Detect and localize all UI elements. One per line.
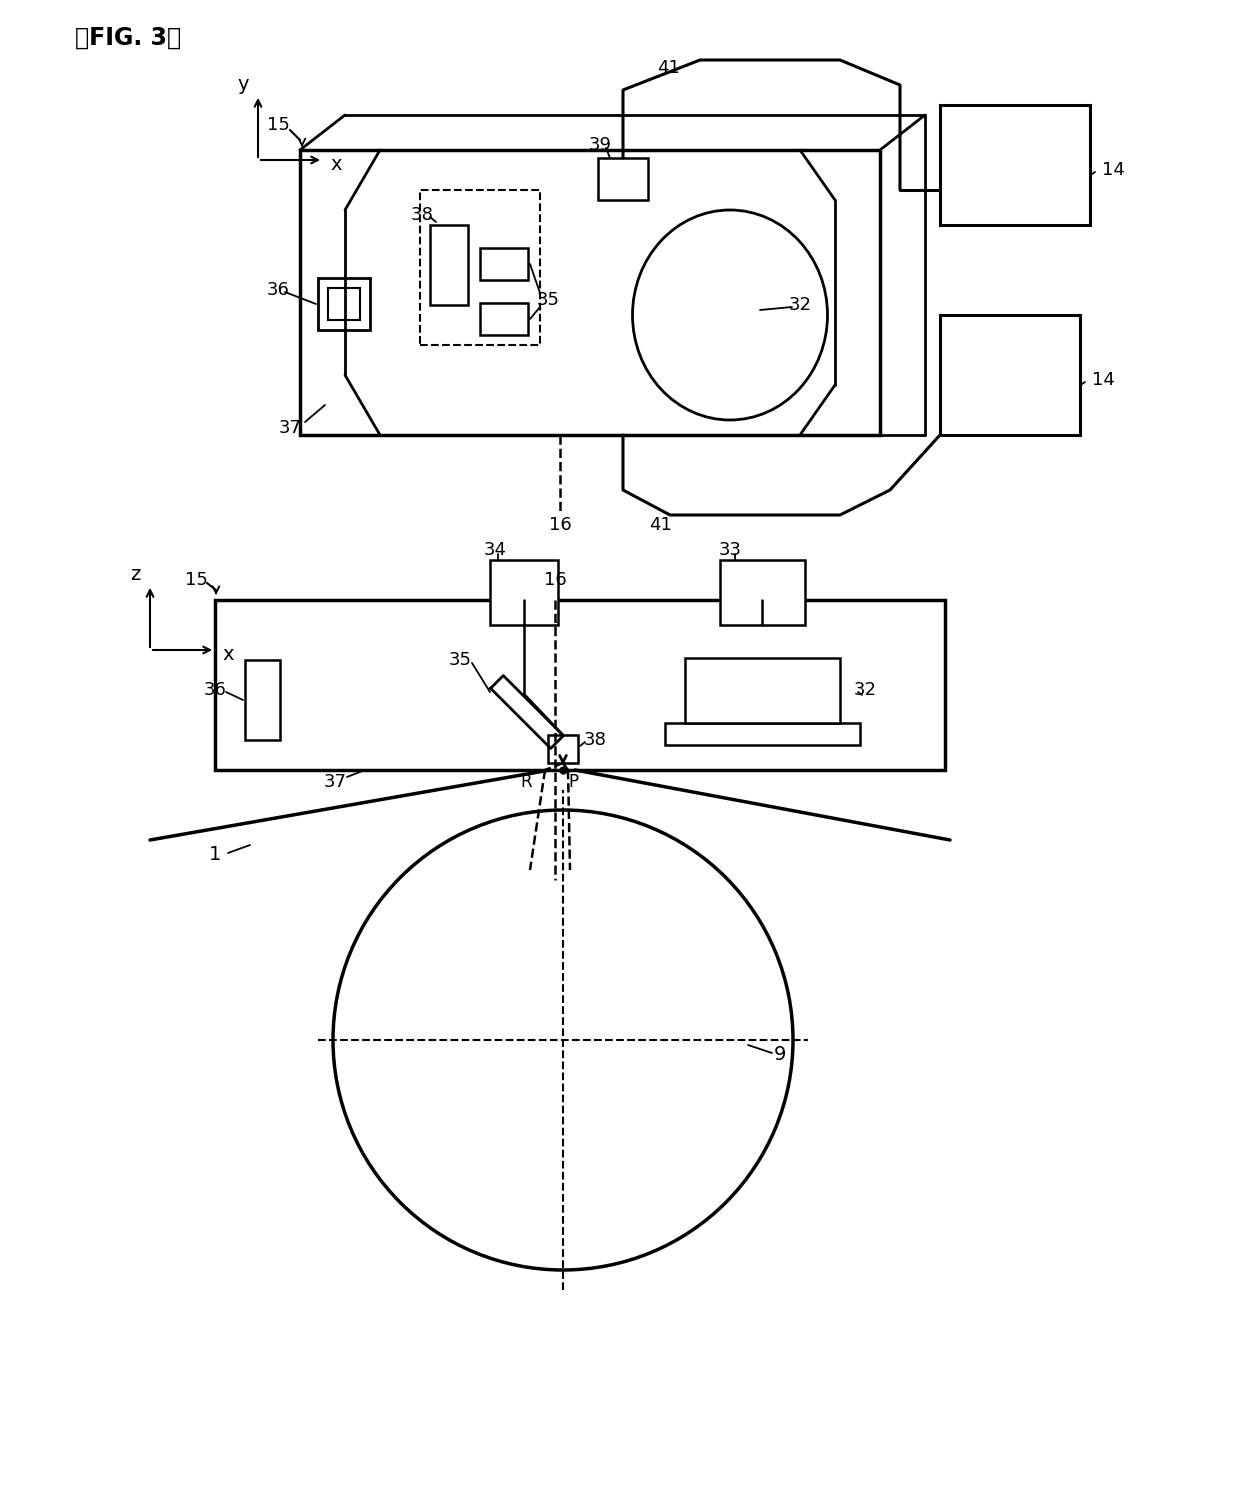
- Bar: [940, 315, 1080, 435]
- Bar: [246, 660, 280, 740]
- Bar: [598, 158, 649, 200]
- Text: 35: 35: [449, 651, 471, 669]
- Bar: [300, 150, 880, 435]
- Text: 35: 35: [537, 291, 559, 309]
- Text: x: x: [222, 645, 234, 664]
- Text: 14: 14: [1102, 160, 1125, 178]
- Circle shape: [334, 810, 794, 1270]
- Bar: [329, 288, 360, 320]
- Text: x: x: [330, 156, 342, 174]
- Text: 15: 15: [185, 572, 207, 590]
- Text: 15: 15: [267, 116, 289, 134]
- Text: 37: 37: [279, 419, 301, 436]
- Ellipse shape: [632, 210, 827, 420]
- Bar: [665, 723, 861, 746]
- Text: 【FIG. 3】: 【FIG. 3】: [74, 26, 181, 50]
- Bar: [215, 600, 945, 770]
- Text: 38: 38: [410, 206, 434, 224]
- Text: 16: 16: [548, 516, 572, 534]
- Bar: [490, 560, 558, 626]
- Text: y: y: [237, 75, 249, 94]
- Text: 36: 36: [203, 681, 227, 699]
- Text: 33: 33: [718, 542, 742, 560]
- Bar: [548, 735, 578, 764]
- Text: 16: 16: [543, 572, 567, 590]
- Text: 34: 34: [484, 542, 506, 560]
- Text: 38: 38: [584, 730, 606, 748]
- Text: 14: 14: [1092, 370, 1115, 388]
- Bar: [940, 105, 1090, 225]
- Text: 41: 41: [649, 516, 671, 534]
- Text: 32: 32: [789, 296, 811, 314]
- Text: 41: 41: [656, 58, 680, 76]
- Bar: [480, 303, 528, 334]
- Text: R: R: [521, 772, 532, 790]
- Bar: [317, 278, 370, 330]
- Bar: [480, 248, 528, 280]
- Text: 39: 39: [589, 136, 611, 154]
- Bar: [720, 560, 805, 626]
- Text: 36: 36: [267, 280, 289, 298]
- Text: 1: 1: [208, 846, 221, 864]
- Text: 9: 9: [774, 1046, 786, 1065]
- Bar: [684, 658, 839, 723]
- Bar: [430, 225, 467, 304]
- Text: 37: 37: [324, 772, 346, 790]
- Bar: [420, 190, 539, 345]
- Text: 32: 32: [853, 681, 877, 699]
- Text: P: P: [568, 772, 578, 790]
- Text: z: z: [130, 566, 140, 585]
